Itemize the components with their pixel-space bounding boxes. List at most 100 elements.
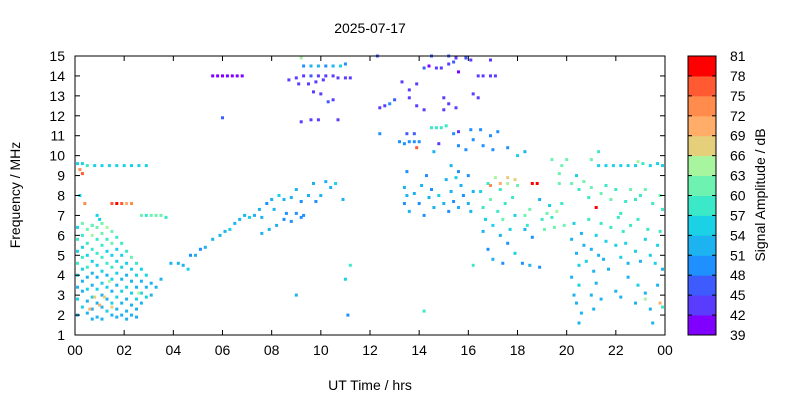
data-point — [415, 146, 419, 150]
colorbar-tick-label: 72 — [730, 108, 746, 124]
data-point — [80, 305, 84, 309]
data-point — [154, 213, 158, 217]
data-point — [334, 182, 338, 185]
data-point — [90, 259, 94, 263]
y-tick-label: 7 — [57, 207, 65, 223]
data-point — [297, 82, 301, 86]
colorbar-tick-label: 39 — [730, 327, 746, 343]
data-point — [312, 182, 315, 185]
data-point — [415, 82, 419, 86]
data-point — [402, 142, 406, 146]
data-point — [513, 178, 517, 182]
data-point — [95, 263, 99, 267]
data-point — [469, 58, 473, 62]
y-tick-label: 14 — [49, 68, 65, 84]
data-point — [565, 158, 569, 162]
data-point — [557, 172, 561, 176]
data-point — [275, 223, 279, 227]
data-point — [557, 182, 561, 185]
data-point — [85, 227, 89, 231]
data-point — [120, 313, 124, 317]
data-point — [85, 241, 89, 245]
data-point — [122, 164, 126, 168]
data-point — [135, 315, 138, 319]
data-point — [270, 198, 274, 201]
colorbar-segment — [688, 295, 716, 316]
data-point — [661, 207, 664, 211]
data-point — [579, 231, 583, 235]
data-point — [95, 275, 99, 279]
data-point — [120, 289, 124, 293]
data-point — [651, 321, 655, 325]
data-point — [658, 229, 662, 233]
data-point — [95, 287, 99, 291]
data-point — [282, 217, 286, 221]
data-point — [90, 307, 94, 311]
data-point — [120, 277, 124, 281]
data-point — [218, 233, 222, 237]
data-point — [80, 279, 84, 283]
data-point — [223, 229, 227, 233]
data-point — [520, 261, 524, 265]
data-point — [643, 237, 647, 241]
data-point — [560, 164, 564, 168]
colorbar-segment — [688, 155, 716, 176]
y-tick-label: 10 — [49, 148, 65, 164]
data-point — [125, 261, 129, 265]
data-point — [80, 255, 84, 259]
data-point — [587, 217, 591, 221]
data-point — [523, 227, 527, 231]
colorbar-tick-label: 57 — [730, 207, 746, 223]
data-point — [93, 295, 97, 299]
data-point — [543, 227, 546, 231]
data-point — [452, 200, 456, 203]
data-point — [582, 180, 586, 184]
data-point — [393, 98, 397, 102]
data-point — [100, 255, 104, 259]
data-point — [294, 188, 298, 191]
data-point — [457, 70, 460, 74]
data-point — [405, 132, 409, 136]
data-point — [602, 257, 605, 261]
data-point — [432, 206, 436, 209]
data-point — [125, 273, 129, 277]
data-point — [309, 64, 313, 68]
data-point — [607, 267, 610, 271]
data-point — [437, 142, 441, 146]
data-point — [316, 64, 320, 68]
data-point — [454, 106, 458, 110]
colorbar-tick-label: 42 — [730, 307, 746, 323]
data-point — [378, 132, 382, 136]
data-point — [85, 164, 89, 168]
data-point — [422, 213, 426, 217]
data-point — [186, 267, 190, 271]
data-point — [95, 237, 99, 241]
data-point — [471, 92, 475, 96]
data-point — [115, 307, 119, 311]
data-point — [629, 223, 633, 227]
data-point — [481, 206, 485, 209]
data-point — [442, 96, 446, 100]
data-point — [235, 74, 239, 78]
data-point — [181, 263, 185, 267]
data-point — [130, 164, 133, 168]
colorbar-tick-label: 78 — [730, 68, 746, 84]
data-point — [636, 160, 640, 164]
data-point — [83, 202, 87, 205]
data-point — [149, 293, 153, 297]
data-point — [110, 253, 114, 257]
data-point — [538, 265, 542, 269]
colorbar-tick-label: 69 — [730, 128, 746, 144]
colorbar-tick-label: 60 — [730, 188, 746, 204]
data-point — [348, 76, 352, 80]
data-point — [489, 58, 492, 62]
data-point — [76, 249, 79, 253]
data-point — [498, 233, 502, 237]
data-point — [523, 213, 527, 217]
data-point — [412, 140, 416, 144]
data-point — [110, 241, 114, 245]
data-point — [302, 74, 306, 78]
data-point — [575, 174, 578, 178]
data-point — [253, 213, 256, 217]
